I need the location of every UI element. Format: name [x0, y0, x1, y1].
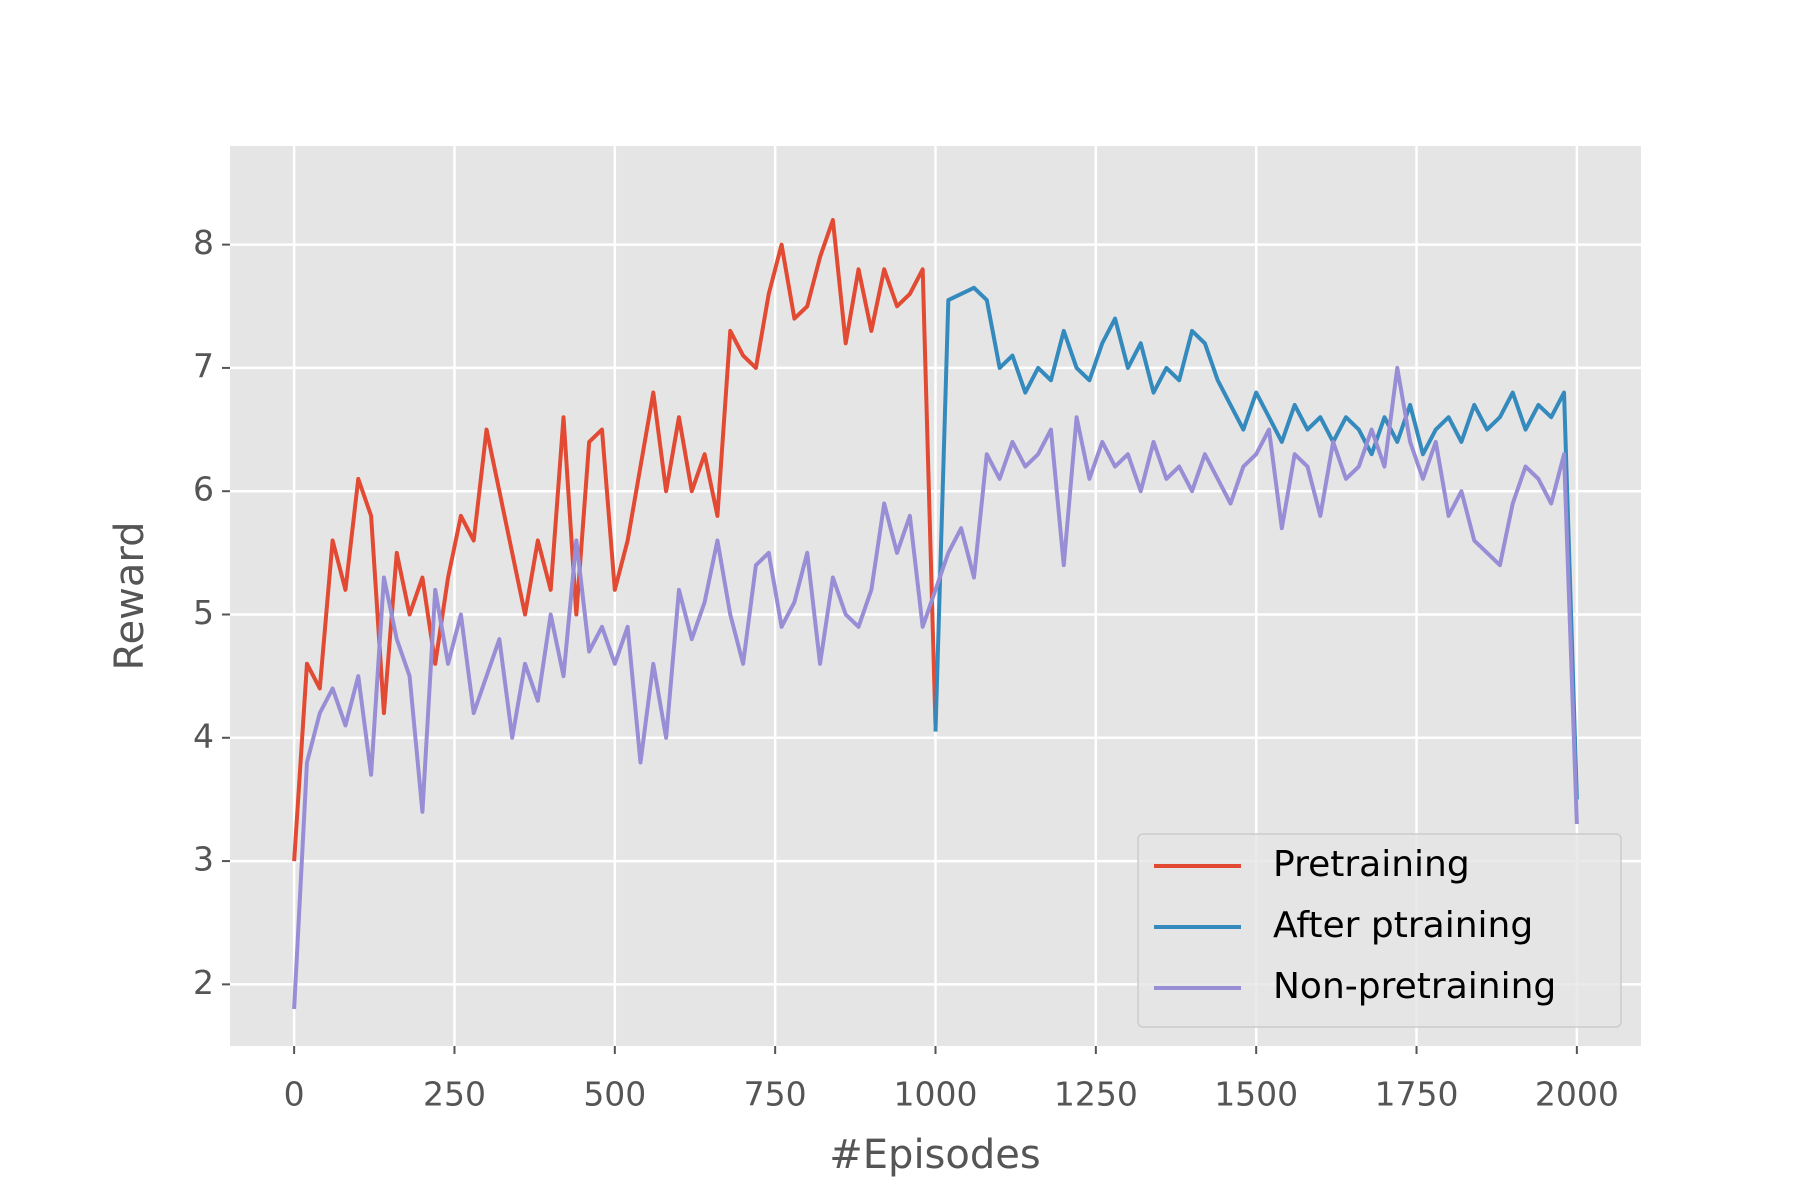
x-tick-label: 1000 [894, 1075, 978, 1114]
legend-label: Non-pretraining [1273, 966, 1556, 1007]
x-tick-label: 0 [284, 1075, 305, 1114]
y-tick-label: 7 [193, 346, 214, 385]
legend-label: After ptraining [1273, 905, 1533, 946]
series-line [292, 365, 1579, 1010]
y-tick-label: 8 [193, 223, 214, 262]
x-tick-label: 1750 [1375, 1075, 1459, 1114]
x-tick-label: 500 [583, 1075, 646, 1114]
legend-box [1137, 833, 1622, 1028]
x-tick-label: 1500 [1214, 1075, 1298, 1114]
x-axis-label: #Episodes [829, 1132, 1040, 1178]
y-tick-label: 6 [193, 470, 214, 509]
legend-label: Pretraining [1273, 844, 1470, 885]
y-tick-label: 4 [193, 716, 214, 755]
x-tick-label: 1250 [1054, 1075, 1138, 1114]
y-tick-label: 3 [193, 840, 214, 879]
x-tick-label: 2000 [1535, 1075, 1619, 1114]
y-tick-label: 2 [193, 963, 214, 1002]
x-tick-label: 750 [744, 1075, 807, 1114]
series-line [292, 217, 938, 862]
x-tick-label: 250 [423, 1075, 486, 1114]
y-axis-label: Reward [107, 522, 153, 671]
y-tick-label: 5 [193, 593, 214, 632]
series-line [933, 285, 1579, 800]
